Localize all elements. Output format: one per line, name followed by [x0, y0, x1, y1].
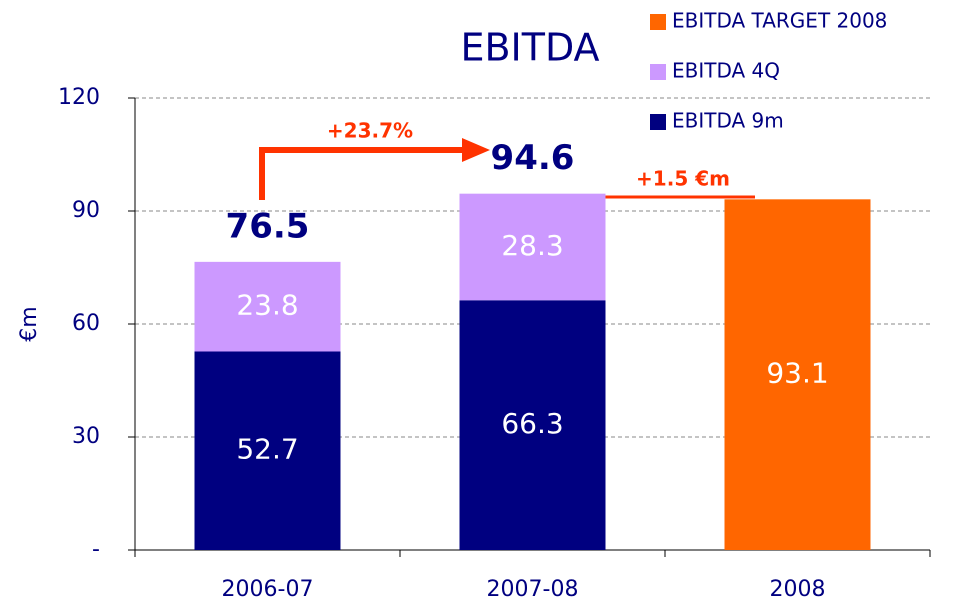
legend-label: EBITDA 9m: [672, 109, 784, 133]
arrow-head: [462, 138, 490, 162]
chart-title: EBITDA: [460, 26, 599, 70]
y-axis-label: €m: [17, 306, 42, 341]
data-label: 28.3: [501, 229, 563, 262]
x-tick-label: 2007-08: [487, 577, 579, 602]
x-tick-label: 2006-07: [222, 577, 314, 602]
bar-segment: [724, 199, 871, 550]
y-tick-label: 60: [72, 311, 100, 336]
y-tick-label: 30: [72, 424, 100, 449]
y-tick-label: 90: [72, 198, 100, 223]
total-label: 76.5: [226, 206, 310, 246]
bar-segment: [459, 193, 606, 301]
bar-segment: [194, 351, 341, 550]
x-tick-label: 2008: [770, 577, 826, 602]
data-label: 23.8: [236, 289, 298, 322]
bar-segment: [459, 300, 606, 550]
annotation-arrow: [259, 138, 490, 200]
legend-swatch: [650, 114, 666, 130]
legend-label: EBITDA 4Q: [672, 59, 780, 83]
bar-segment: [194, 261, 341, 352]
annotation: +1.5 €m: [636, 167, 730, 191]
total-label: 94.6: [491, 138, 575, 178]
y-tick-label: -: [92, 537, 100, 562]
data-label: 66.3: [501, 407, 563, 440]
data-label: 52.7: [236, 433, 298, 466]
annotation: +23.7%: [327, 119, 413, 143]
arrow-line: [259, 147, 465, 200]
legend-label: EBITDA TARGET 2008: [672, 9, 887, 33]
legend-swatch: [650, 64, 666, 80]
data-label: 93.1: [766, 357, 828, 390]
legend-swatch: [650, 14, 666, 30]
y-tick-label: 120: [58, 85, 100, 110]
